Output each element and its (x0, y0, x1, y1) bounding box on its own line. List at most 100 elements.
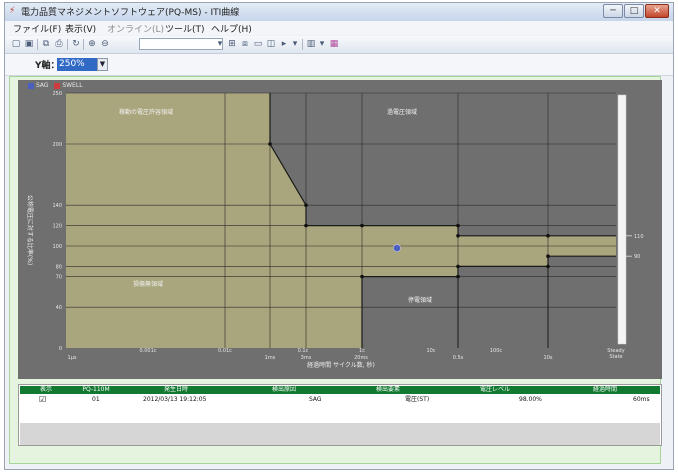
copy-icon[interactable]: ⧉ (42, 39, 50, 49)
new-icon[interactable]: ▢ (11, 39, 21, 49)
x-tick-label: Steady (607, 348, 624, 354)
forward-icon[interactable]: ▸ (281, 39, 287, 49)
x-tick-label: 10s (544, 355, 553, 361)
chevron-down-icon[interactable]: ▾ (292, 39, 298, 49)
chart-panel: SAG SWELL 250 200 140 120 100 80 70 40 0 1μs 0.001… (18, 80, 662, 379)
y-tick-label: 140 (52, 203, 62, 209)
cascade-icon[interactable]: ⧈ (242, 39, 248, 49)
refresh-icon[interactable]: ↻ (72, 39, 80, 49)
right-tick-label: 110 (634, 234, 644, 240)
boundary-point (304, 203, 308, 207)
zoom-out-icon[interactable]: ⊖ (101, 39, 109, 49)
boundary-point (456, 234, 460, 238)
iti-curve-chart: 250 200 140 120 100 80 70 40 0 1μs 0.001c 0.01c 1ms 0… (26, 91, 644, 369)
row-device-id: 01 (92, 396, 100, 403)
chart-legend: SAG SWELL (28, 82, 83, 91)
x-tick-label: 0.5s (453, 355, 464, 361)
title-bar: ⚡ 電力品質マネジメントソフトウェア(PQ-MS) - ITI曲線 ─ □ ✕ (5, 3, 673, 21)
menu-bar: ファイル(F) 表示(V) オンライン(L) ツール(T) ヘルプ(H) (5, 21, 673, 35)
toolbar-combo[interactable] (139, 38, 223, 50)
region-label-no_damage: 損傷無領域 (133, 280, 163, 288)
legend-swell-swatch (54, 82, 61, 89)
chevron-down-icon[interactable]: ▾ (319, 39, 325, 49)
menu-help[interactable]: ヘルプ(H) (211, 25, 252, 35)
right-tick-label: 90 (634, 254, 640, 260)
palette-icon[interactable]: ▦ (329, 39, 339, 49)
table-header-cell: 電圧レベル (479, 386, 510, 393)
window-icon[interactable]: ▭ (253, 39, 263, 49)
menu-online[interactable]: オンライン(L) (107, 25, 165, 35)
y-tick-label: 120 (52, 224, 62, 230)
y-tick-label: 250 (52, 91, 62, 97)
x-tick-label: 3ms (301, 355, 312, 361)
table-empty-area (20, 423, 660, 445)
y-axis-select[interactable]: 250% (57, 58, 97, 71)
save-icon[interactable]: ▣ (24, 39, 34, 49)
chart-icon[interactable]: ▥ (306, 39, 316, 49)
x-tick-label: State (609, 354, 622, 360)
menu-file[interactable]: ファイル(F) (13, 25, 62, 35)
boundary-point (456, 264, 460, 269)
table-header-cell: 経過時間 (592, 386, 617, 393)
legend-swell-label: SWELL (62, 82, 83, 89)
row-checkbox[interactable]: ☑ (39, 395, 47, 404)
sag-data-point (393, 244, 401, 252)
y-tick-label: 40 (56, 305, 62, 311)
x-tick-label: 100c (490, 348, 503, 354)
event-table: 表示 PQ-110M 発生日時 検出原因 検出要素 電圧レベル 経過時間 ☑ 0… (18, 384, 662, 446)
boundary-point (360, 274, 364, 279)
boundary-point (456, 274, 460, 279)
table-header-cell: 発生日時 (163, 386, 188, 393)
table-header-cell: 検出原因 (271, 386, 296, 393)
row-voltage-level: 98.00% (519, 396, 542, 403)
x-tick-label: 20ms (354, 355, 368, 361)
legend-sag-swatch (28, 82, 34, 89)
window-title: 電力品質マネジメントソフトウェア(PQ-MS) - ITI曲線 (21, 8, 240, 18)
chevron-down-icon[interactable]: ▾ (217, 39, 223, 49)
x-tick-label: 10c (426, 348, 435, 354)
row-datetime: 2012/03/13 19:12:05 (143, 396, 207, 403)
chevron-down-icon[interactable]: ▼ (97, 58, 108, 71)
table-header: 表示 PQ-110M 発生日時 検出原因 検出要素 電圧レベル 経過時間 (20, 386, 660, 394)
y-axis-label: 公称電圧に対する比率(%) (26, 195, 34, 265)
split-icon[interactable]: ◫ (266, 39, 276, 49)
region-label-prohibited: 稼動の電圧許容領域 (119, 108, 173, 116)
table-header-cell: 検出要素 (375, 386, 400, 393)
toolbar-separator (302, 39, 303, 50)
boundary-point (304, 223, 308, 228)
y-tick-label: 80 (56, 264, 62, 270)
y-tick-label: 0 (59, 346, 62, 352)
print-icon[interactable]: ⎙ (55, 39, 63, 49)
y-tick-label: 100 (52, 244, 62, 250)
x-tick-label: 1μs (68, 355, 77, 361)
toolbar-separator (83, 39, 84, 50)
region-label-overvoltage: 過電圧領域 (387, 108, 417, 116)
y-axis-bar: Y軸： 250% ▼ (5, 54, 673, 76)
menu-view[interactable]: 表示(V) (65, 25, 97, 35)
y-axis-label: Y軸： (35, 61, 60, 71)
table-header-cell: 表示 (39, 386, 52, 393)
x-tick-label: 1ms (265, 355, 276, 361)
vertical-scrollbar (617, 94, 627, 345)
x-tick-label: 1c (359, 348, 365, 354)
boundary-point (268, 142, 272, 146)
minimize-button[interactable]: ─ (603, 4, 623, 18)
x-tick-label: 0.001c (139, 348, 156, 354)
boundary-point (546, 234, 550, 238)
row-cause: SAG (309, 396, 322, 403)
boundary-point (360, 223, 364, 228)
x-tick-label: 0.1c (298, 348, 309, 354)
boundary-point (456, 223, 460, 228)
close-button[interactable]: ✕ (645, 4, 669, 18)
table-header-cell: PQ-110M (82, 386, 110, 393)
maximize-button[interactable]: □ (624, 4, 644, 18)
region-label-no_interrupt: 停電領域 (408, 296, 432, 304)
legend-sag-label: SAG (36, 82, 49, 89)
y-tick-label: 200 (52, 142, 62, 148)
zoom-in-icon[interactable]: ⊕ (88, 39, 96, 49)
toolbar: ▢ ▣ ⧉ ⎙ ↻ ⊕ ⊖ ▾ ⊞ ⧈ ▭ ◫ ▸ ▾ ▥ ▾ ▦ (5, 36, 673, 54)
tile-icon[interactable]: ⊞ (228, 39, 236, 49)
x-axis-label: 経過時間 サイクル数, 秒) (307, 361, 375, 369)
row-duration: 60ms (633, 396, 650, 403)
menu-tools[interactable]: ツール(T) (165, 25, 205, 35)
